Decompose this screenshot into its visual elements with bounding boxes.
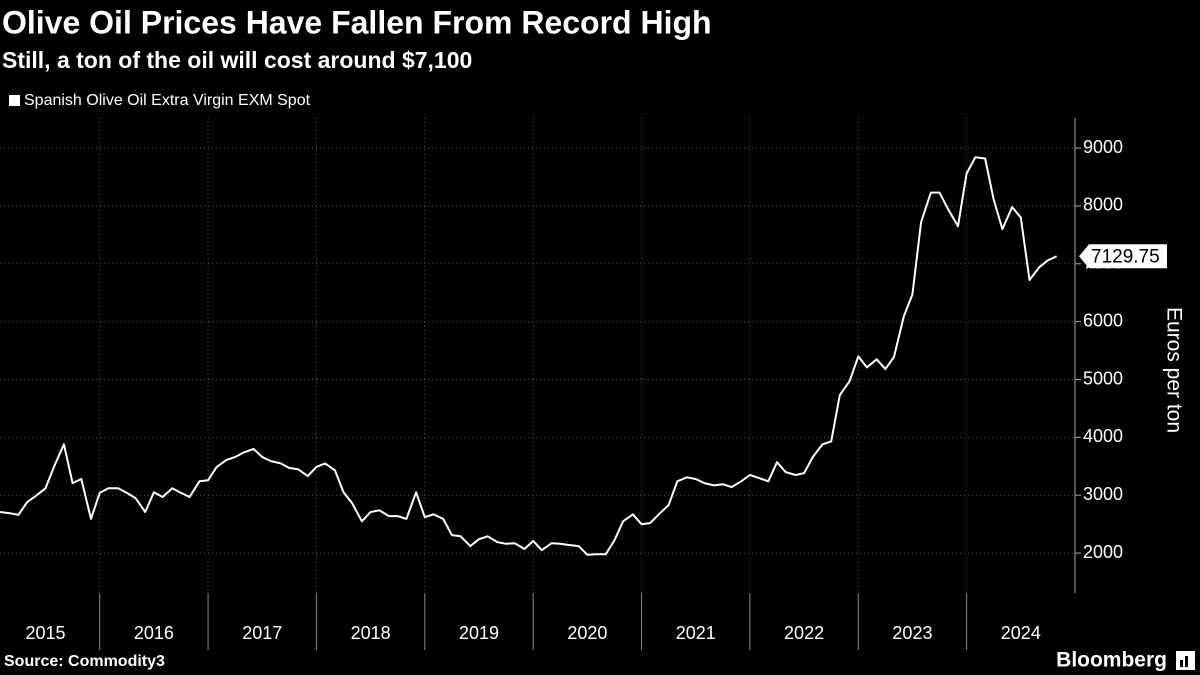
- y-tick-label: 8000: [1083, 195, 1123, 215]
- last-value-label: 7129.75: [1091, 246, 1160, 267]
- brand: Bloomberg: [1056, 649, 1167, 672]
- brand-icon-bar: [1185, 656, 1188, 667]
- x-tick-label: 2024: [1001, 623, 1041, 643]
- last-value-box: [1079, 244, 1167, 269]
- x-tick-label: 2020: [567, 623, 607, 643]
- chart-subtitle: Still, a ton of the oil will cost around…: [2, 47, 472, 73]
- y-axis-label: Euros per ton: [1162, 307, 1185, 433]
- x-tick-label: 2015: [25, 623, 65, 643]
- x-tick-label: 2019: [459, 623, 499, 643]
- x-tick-label: 2018: [351, 623, 391, 643]
- legend-swatch: [9, 95, 20, 106]
- series-line: [0, 156, 1058, 556]
- y-tick-label: 9000: [1083, 137, 1123, 157]
- y-tick-label: 3000: [1083, 484, 1123, 504]
- x-tick-label: 2021: [676, 623, 716, 643]
- x-tick-label: 2023: [892, 623, 932, 643]
- x-tick-label: 2022: [784, 623, 824, 643]
- brand-icon-bar: [1180, 660, 1183, 667]
- y-tick-label: 2000: [1083, 542, 1123, 562]
- legend-label: Spanish Olive Oil Extra Virgin EXM Spot: [24, 92, 311, 109]
- x-tick-label: 2017: [242, 623, 282, 643]
- x-tick-label: 2016: [134, 623, 174, 643]
- chart-title: Olive Oil Prices Have Fallen From Record…: [2, 4, 712, 40]
- y-tick-label: 6000: [1083, 310, 1123, 330]
- y-tick-label: 5000: [1083, 368, 1123, 388]
- source: Source: Commodity3: [4, 653, 165, 670]
- y-tick-label: 4000: [1083, 426, 1123, 446]
